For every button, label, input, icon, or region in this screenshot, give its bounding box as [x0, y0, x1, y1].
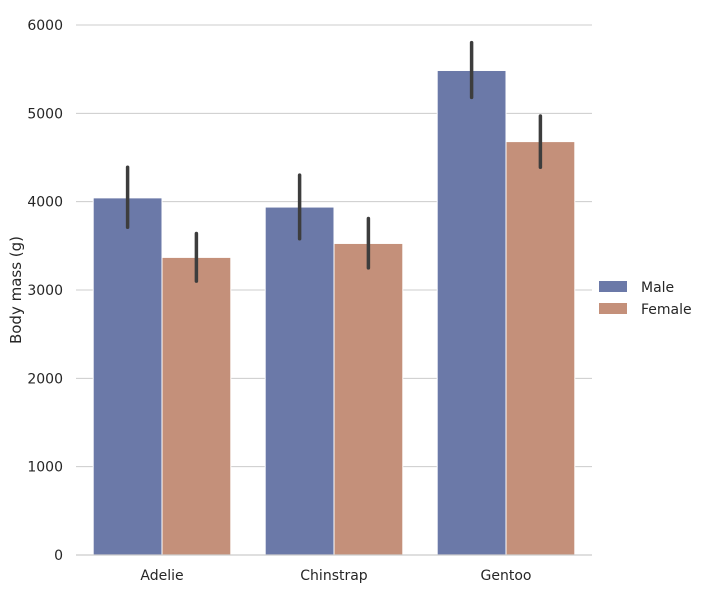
y-tick-label: 0	[54, 548, 63, 564]
bar-male-chinstrap	[264, 206, 335, 556]
bar-female-chinstrap	[333, 242, 404, 556]
x-tick-labels: Adelie Chinstrap Gentoo	[140, 568, 531, 584]
x-tick-label: Gentoo	[481, 568, 532, 584]
y-tick-labels: 0 1000 2000 3000 4000 5000 6000	[27, 18, 63, 564]
x-tick-label: Chinstrap	[300, 568, 368, 584]
y-axis-title: Body mass (g)	[7, 236, 25, 344]
y-tick-label: 6000	[27, 18, 63, 34]
legend-swatch-female	[599, 303, 627, 314]
y-tick-label: 5000	[27, 106, 63, 122]
bar-female-adelie	[161, 256, 232, 556]
bar-male-adelie	[92, 197, 163, 556]
error-bars	[125, 40, 543, 283]
legend-swatch-male	[599, 281, 627, 292]
y-tick-label: 3000	[27, 283, 63, 299]
y-tick-label: 4000	[27, 195, 63, 211]
legend: Male Female	[599, 280, 692, 318]
y-tick-label: 1000	[27, 460, 63, 476]
y-tick-label: 2000	[27, 371, 63, 387]
x-tick-label: Adelie	[140, 568, 183, 584]
legend-label-female: Female	[641, 302, 692, 318]
bar-female-gentoo	[505, 141, 576, 556]
legend-label-male: Male	[641, 280, 674, 296]
bars	[92, 69, 576, 556]
bar-male-gentoo	[436, 69, 507, 556]
